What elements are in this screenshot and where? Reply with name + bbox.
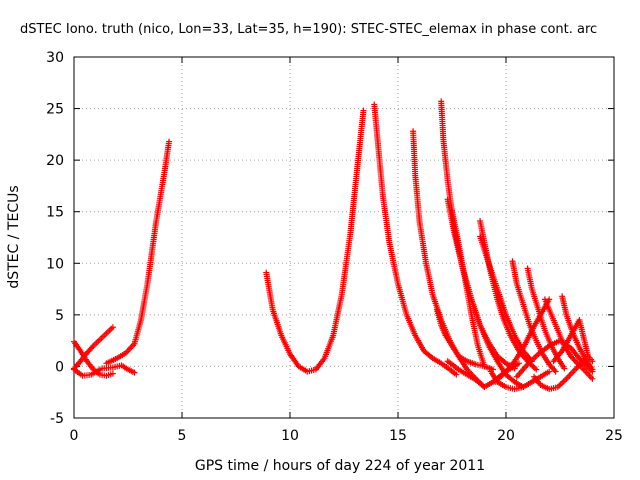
y-tick-label: 10 [46,256,64,272]
data-point [561,365,568,372]
y-axis-label: dSTEC / TECUs [6,185,22,288]
data-point [562,377,569,384]
data-point [481,363,488,370]
series-17 [509,258,559,375]
data-point [560,378,567,385]
data-point [109,324,116,331]
data-point [360,107,367,114]
y-tick-label: -5 [50,411,64,427]
data-point [589,375,596,382]
x-axis-label: GPS time / hours of day 224 of year 2011 [195,458,485,474]
axes [73,56,615,419]
data-point [166,138,173,145]
series-2 [71,366,103,379]
data-point [589,358,596,365]
data-point [546,368,553,375]
x-tick-label: 0 [70,428,79,444]
series-4 [99,362,138,376]
data-points [71,98,596,393]
x-tick-label: 20 [497,428,515,444]
y-tick-label: 25 [46,102,64,118]
series-5 [263,107,367,375]
data-point [589,366,596,373]
series-23 [550,317,596,365]
data-point [109,370,116,377]
series-3 [103,138,173,367]
data-point [515,360,522,367]
data-point [530,363,537,370]
data-point [531,365,538,372]
series-6 [371,101,460,378]
data-point [453,371,460,378]
data-point [559,379,566,386]
series-18 [524,265,568,372]
x-tick-label: 10 [281,428,299,444]
plot-frame [73,56,615,419]
y-tick-label: 15 [46,205,64,221]
series-13 [477,217,540,373]
x-tick-label: 5 [178,428,187,444]
data-point [131,369,138,376]
series-20 [531,358,587,393]
data-point [552,368,559,375]
data-point [533,366,540,373]
data-point [557,381,564,388]
y-tick-label: 5 [55,308,64,324]
tick-labels: 0 5 10 15 20 25 -5 0 5 10 15 20 25 30 [46,50,623,444]
x-tick-label: 25 [605,428,623,444]
grid [74,57,614,418]
y-tick-label: 20 [46,153,64,169]
chart-title: dSTEC Iono. truth (nico, Lon=33, Lat=35,… [20,22,597,37]
series-11 [449,207,488,370]
y-tick-label: 30 [46,50,64,66]
y-tick-label: 0 [55,359,64,375]
series-1 [71,324,116,372]
x-tick-label: 15 [389,428,407,444]
